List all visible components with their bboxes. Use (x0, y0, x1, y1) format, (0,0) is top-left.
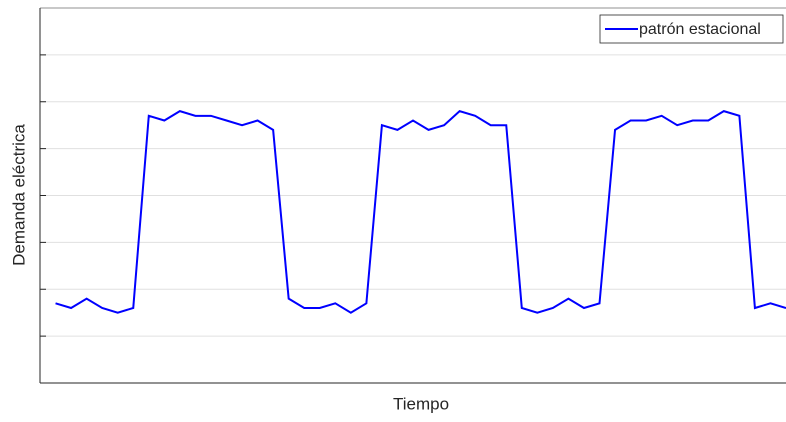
data-line (55, 110, 786, 314)
y-axis-label: Demanda eléctrica (9, 124, 28, 266)
x-axis-label: Tiempo (393, 394, 449, 413)
legend-label: patrón estacional (639, 21, 761, 38)
